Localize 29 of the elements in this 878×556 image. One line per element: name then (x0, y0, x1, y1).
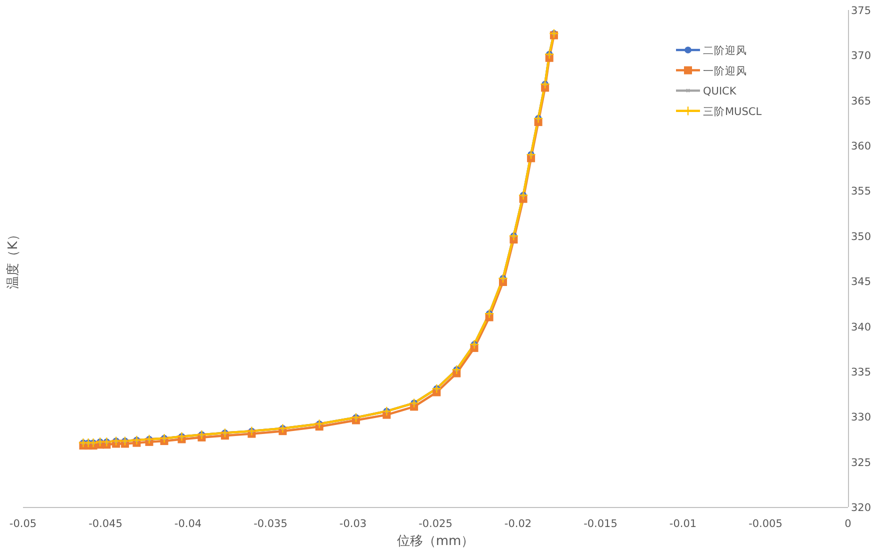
y-tick-label: 365 (850, 95, 872, 108)
y-tick-label: 345 (850, 276, 872, 288)
x-tick-label: -0.005 (748, 518, 782, 530)
y-tick-label: 350 (850, 230, 872, 243)
x-tick-label: -0.03 (339, 518, 367, 530)
y-tick-label: 340 (850, 321, 872, 334)
y-tick-label: 355 (850, 186, 872, 198)
legend-label: 三阶MUSCL (703, 106, 762, 118)
y-tick-label: 320 (850, 502, 872, 514)
ylabel: 温度（K） (6, 228, 21, 289)
x-tick-label: -0.015 (584, 518, 618, 530)
x-tick-label: -0.02 (504, 518, 532, 530)
y-tick-label: 360 (850, 140, 872, 153)
x-tick-label: -0.035 (254, 518, 288, 530)
legend-label: 二阶迎风 (703, 44, 747, 57)
y-tick-label: 375 (850, 5, 872, 17)
xlabel: 位移（mm） (396, 534, 474, 549)
x-tick-label: -0.045 (88, 518, 122, 530)
y-tick-label: 335 (850, 366, 872, 378)
legend-label: QUICK (703, 86, 738, 98)
legend-label: 一阶迎风 (703, 64, 747, 78)
y-tick-label: 325 (850, 456, 872, 469)
y-tick-label: 370 (850, 50, 872, 62)
y-tick-label: 330 (850, 412, 872, 424)
x-tick-label: -0.025 (418, 518, 452, 530)
x-tick-label: -0.04 (174, 518, 202, 530)
x-tick-label: 0 (844, 518, 852, 530)
x-tick-label: -0.05 (9, 518, 37, 530)
x-tick-label: -0.01 (669, 518, 697, 530)
